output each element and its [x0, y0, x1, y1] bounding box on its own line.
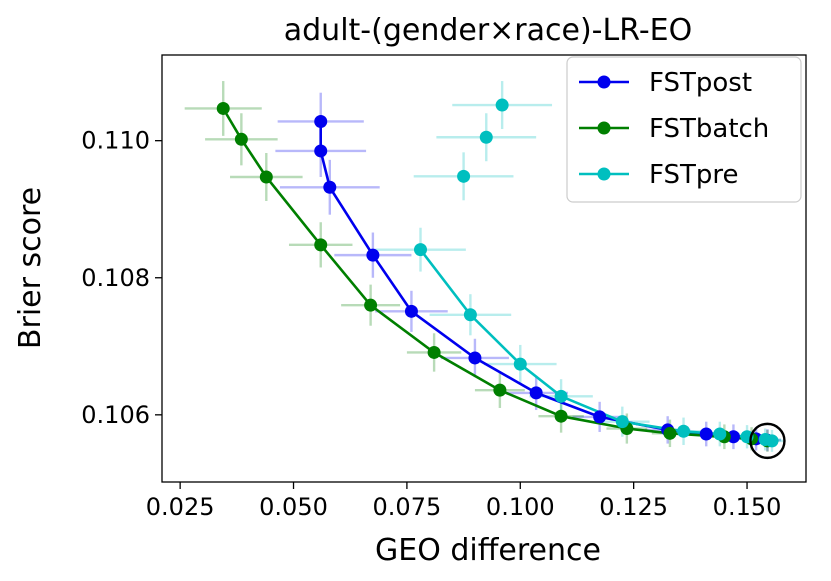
data-point-fstpre: [414, 243, 428, 257]
data-point-fstpost: [366, 248, 380, 262]
plot-area: [184, 81, 786, 460]
data-point-fstpost: [323, 180, 337, 194]
x-tick-label: 0.125: [599, 493, 668, 521]
legend-marker: [597, 167, 611, 181]
data-point-fstbatch: [234, 132, 248, 146]
legend: FSTpost FSTbatch FSTpre: [566, 56, 802, 203]
y-tick-label: 0.108: [81, 264, 150, 292]
plot-frame: [161, 54, 807, 483]
x-tick-label: 0.050: [259, 493, 328, 521]
data-point-fstbatch: [216, 101, 230, 115]
highlight-circle: [749, 422, 786, 460]
data-point-fstpre: [495, 98, 509, 112]
x-tick-label: 0.025: [146, 493, 215, 521]
data-point-fstpost: [726, 430, 740, 444]
legend-label: FSTbatch: [649, 114, 769, 144]
legend-marker: [597, 121, 611, 135]
legend-marker: [597, 75, 611, 89]
x-axis: 0.025 0.050 0.075 0.100 0.125 0.150: [146, 482, 782, 521]
data-point-fstbatch: [663, 426, 677, 440]
y-tick-label: 0.106: [81, 401, 150, 429]
data-point-fstpost: [314, 114, 328, 128]
x-tick-label: 0.075: [373, 493, 442, 521]
y-axis-label: Brier score: [13, 187, 48, 349]
data-point-fstpre: [457, 169, 471, 183]
data-point-fstpre: [615, 415, 629, 429]
data-point-fstpre: [479, 130, 493, 144]
x-tick-label: 0.100: [486, 493, 555, 521]
data-point-fstpre: [463, 308, 477, 322]
y-axis: 0.106 0.108 0.110: [81, 127, 162, 429]
data-point-fstpost: [404, 304, 418, 318]
x-tick-label: 0.150: [713, 493, 782, 521]
data-point-fstpost: [314, 144, 328, 158]
legend-label: FSTpost: [649, 68, 752, 98]
y-tick-label: 0.110: [81, 127, 150, 155]
data-point-fstpre: [554, 389, 568, 403]
data-point-fstbatch: [364, 298, 378, 312]
data-point-fstpre: [513, 357, 527, 371]
data-point-fstpre: [713, 427, 727, 441]
data-point-fstbatch: [259, 170, 273, 184]
data-point-fstbatch: [554, 409, 568, 423]
data-point-fstpost: [593, 410, 607, 424]
data-point-fstbatch: [314, 238, 328, 252]
legend-label: FSTpre: [649, 160, 739, 190]
chart-title: adult-(gender×race)-LR-EO: [284, 13, 693, 48]
data-point-fstpre: [677, 424, 691, 438]
data-point-fstbatch: [493, 383, 507, 397]
data-point-fstbatch: [427, 345, 441, 359]
data-point-fstpost: [699, 427, 713, 441]
x-axis-label: GEO difference: [375, 533, 601, 568]
data-point-fstpre: [765, 434, 779, 448]
data-point-fstpost: [529, 386, 543, 400]
data-point-fstpost: [468, 351, 482, 365]
legend-box: [566, 56, 802, 203]
